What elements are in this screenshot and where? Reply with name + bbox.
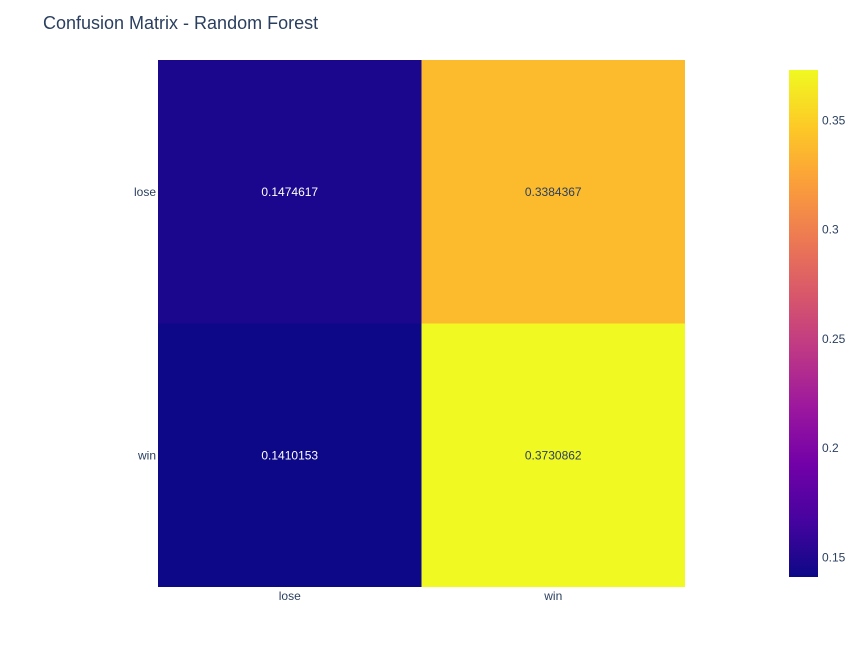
colorbar-gradient: [789, 70, 818, 577]
y-axis-ticks: lose win: [134, 185, 156, 463]
colorbar-tick-label: 0.3: [822, 223, 839, 237]
cell-value-label: 0.1474617: [261, 185, 318, 199]
colorbar-tick-label: 0.25: [822, 332, 846, 346]
x-tick-label: lose: [279, 589, 301, 603]
heatmap-cells: 0.1474617 0.3384367 0.1410153 0.3730862: [158, 60, 685, 587]
cell-value-label: 0.3730862: [525, 448, 582, 462]
heatmap-cell-lose-win: [421, 60, 685, 324]
heatmap-cell-win-win: [421, 323, 685, 587]
colorbar-tick-label: 0.15: [822, 550, 846, 564]
y-tick-label: win: [137, 448, 156, 462]
x-tick-label: win: [543, 589, 562, 603]
colorbar-tick-label: 0.35: [822, 113, 846, 127]
heatmap-cell-lose-lose: [158, 60, 422, 324]
colorbar-tick-label: 0.2: [822, 441, 839, 455]
heatmap-cell-win-lose: [158, 323, 422, 587]
y-tick-label: lose: [134, 185, 156, 199]
cell-value-label: 0.3384367: [525, 185, 582, 199]
x-axis-ticks: lose win: [279, 589, 563, 603]
colorbar: 0.15 0.2 0.25 0.3 0.35: [789, 70, 846, 577]
chart-title: Confusion Matrix - Random Forest: [43, 13, 318, 33]
cell-value-label: 0.1410153: [261, 448, 318, 462]
